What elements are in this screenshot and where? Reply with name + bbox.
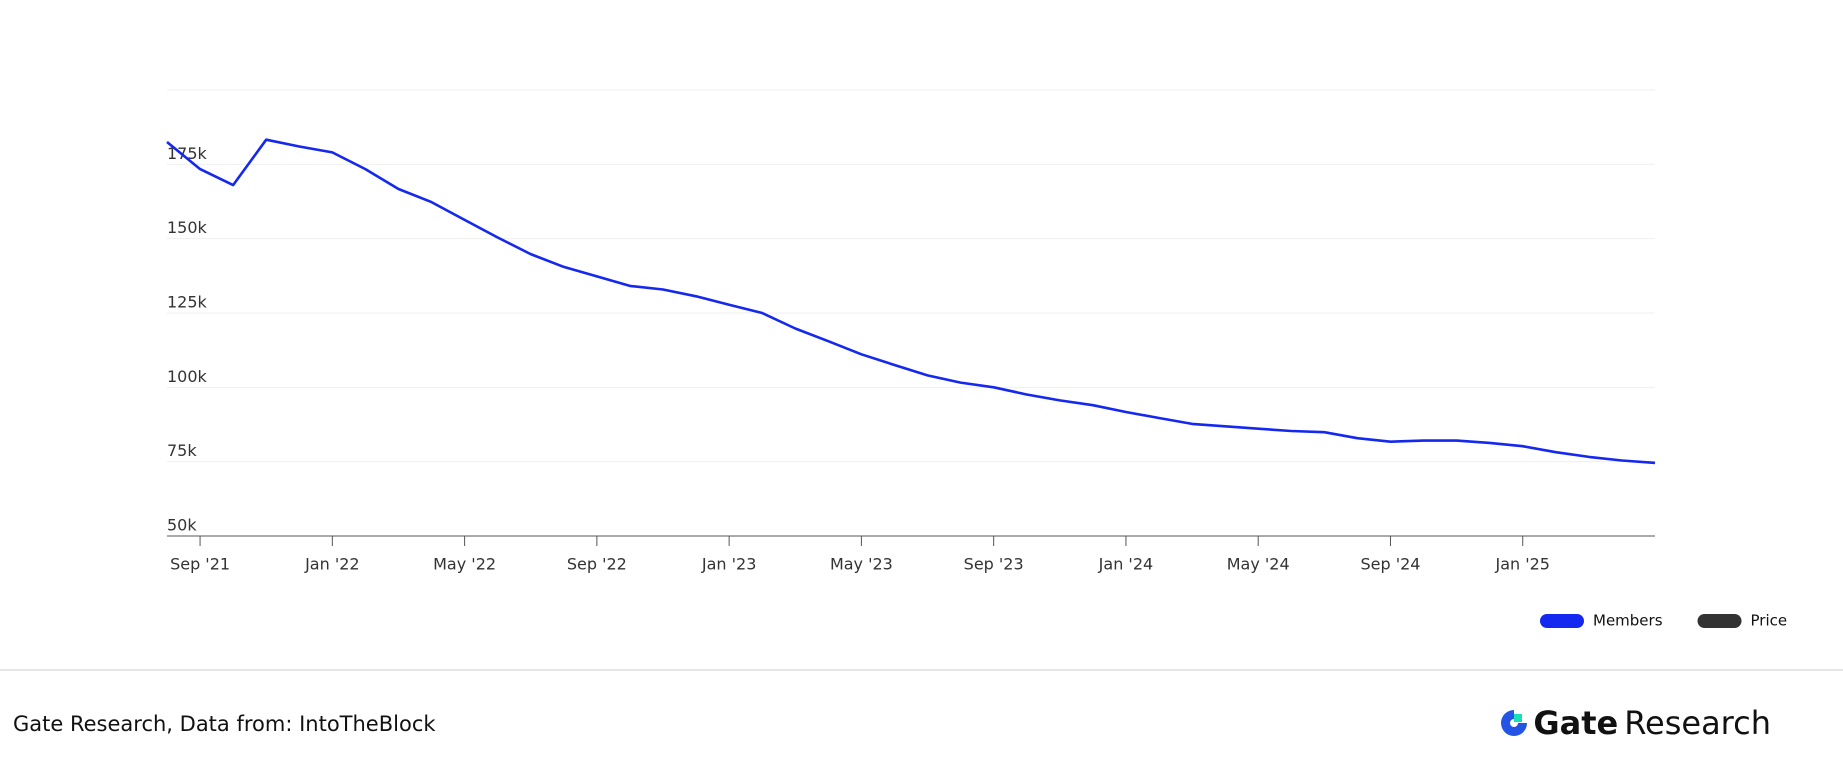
- x-tick-label: Jan '25: [1494, 555, 1550, 574]
- y-tick-label: 175k: [167, 144, 208, 163]
- y-tick-label: 150k: [167, 218, 208, 237]
- x-tick-label: Jan '24: [1098, 555, 1154, 574]
- x-tick-label: Sep '22: [567, 555, 627, 574]
- series-line: [166, 138, 1656, 465]
- logo-bold: Gate: [1533, 704, 1619, 742]
- chart: 50k 75k 100k 125k 150k 175k Sep '21 Jan '22 May …: [166, 89, 1788, 630]
- legend-swatch: [1697, 614, 1742, 628]
- legend-label: Price: [1751, 612, 1788, 630]
- x-tick-label: May '22: [433, 555, 496, 574]
- logo-light: Research: [1624, 704, 1771, 742]
- x-tick-label: Jan '22: [304, 555, 360, 574]
- y-tick-label: 125k: [167, 293, 208, 312]
- logo-icon: [1501, 710, 1528, 736]
- y-tick-label: 100k: [167, 367, 208, 386]
- legend-swatch: [1540, 614, 1584, 628]
- x-tick-label: Sep '24: [1360, 555, 1420, 574]
- x-tick-label: Sep '21: [170, 555, 230, 574]
- x-tick-label: May '23: [830, 555, 893, 574]
- y-tick-label: 50k: [167, 516, 197, 535]
- x-tick-label: Jan '23: [701, 555, 757, 574]
- separator: [0, 669, 1843, 671]
- source-note: Gate Research, Data from: IntoTheBlock: [13, 712, 436, 736]
- x-tick-label: May '24: [1227, 555, 1290, 574]
- legend-label: Members: [1593, 612, 1663, 630]
- logo: Gate Research: [1498, 704, 1771, 742]
- x-tick-label: Sep '23: [964, 555, 1024, 574]
- y-tick-label: 75k: [167, 441, 197, 460]
